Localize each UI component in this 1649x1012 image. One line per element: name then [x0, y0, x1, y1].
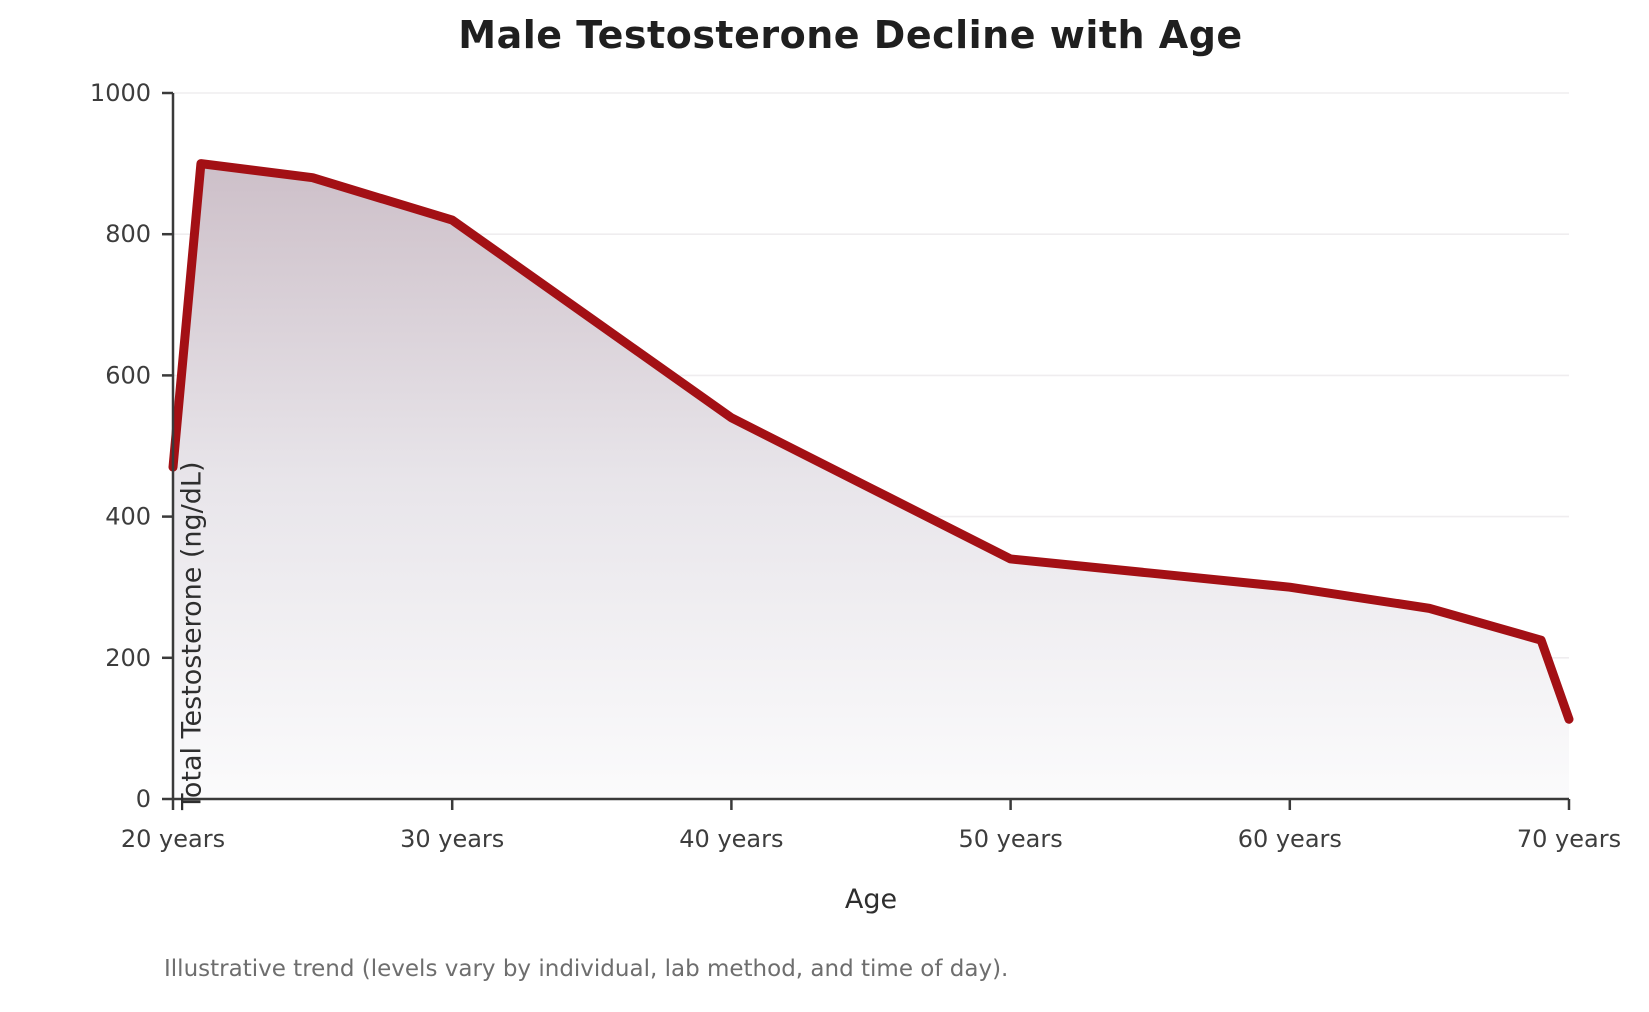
tick-labels: 0 200 400 600 800 1000 20 years 30 years 40 year…: [90, 79, 1621, 853]
x-tick-label: 50 years: [958, 825, 1062, 853]
footnote: Illustrative trend (levels vary by indiv…: [164, 956, 1009, 982]
x-tick-label: 30 years: [400, 825, 504, 853]
y-axis-label: Total Testosterone (ng/dL): [176, 461, 208, 811]
area-fill: [173, 163, 1569, 800]
x-axis-label: Age: [844, 884, 898, 915]
x-tick-label: 40 years: [679, 825, 783, 853]
axes: [162, 91, 1571, 810]
y-tick-label: 0: [136, 785, 151, 813]
x-tick-label: 70 years: [1517, 825, 1621, 853]
x-tick-label: 20 years: [121, 825, 225, 853]
x-tick-label: 60 years: [1238, 825, 1342, 853]
y-tick-label: 600: [105, 361, 151, 389]
y-tick-label: 400: [105, 503, 151, 531]
trend-line: [168, 159, 1574, 724]
y-tick-label: 1000: [90, 79, 151, 107]
y-tick-label: 800: [105, 220, 151, 248]
y-tick-label: 200: [105, 644, 151, 672]
chart-title: Male Testosterone Decline with Age: [458, 13, 1243, 57]
